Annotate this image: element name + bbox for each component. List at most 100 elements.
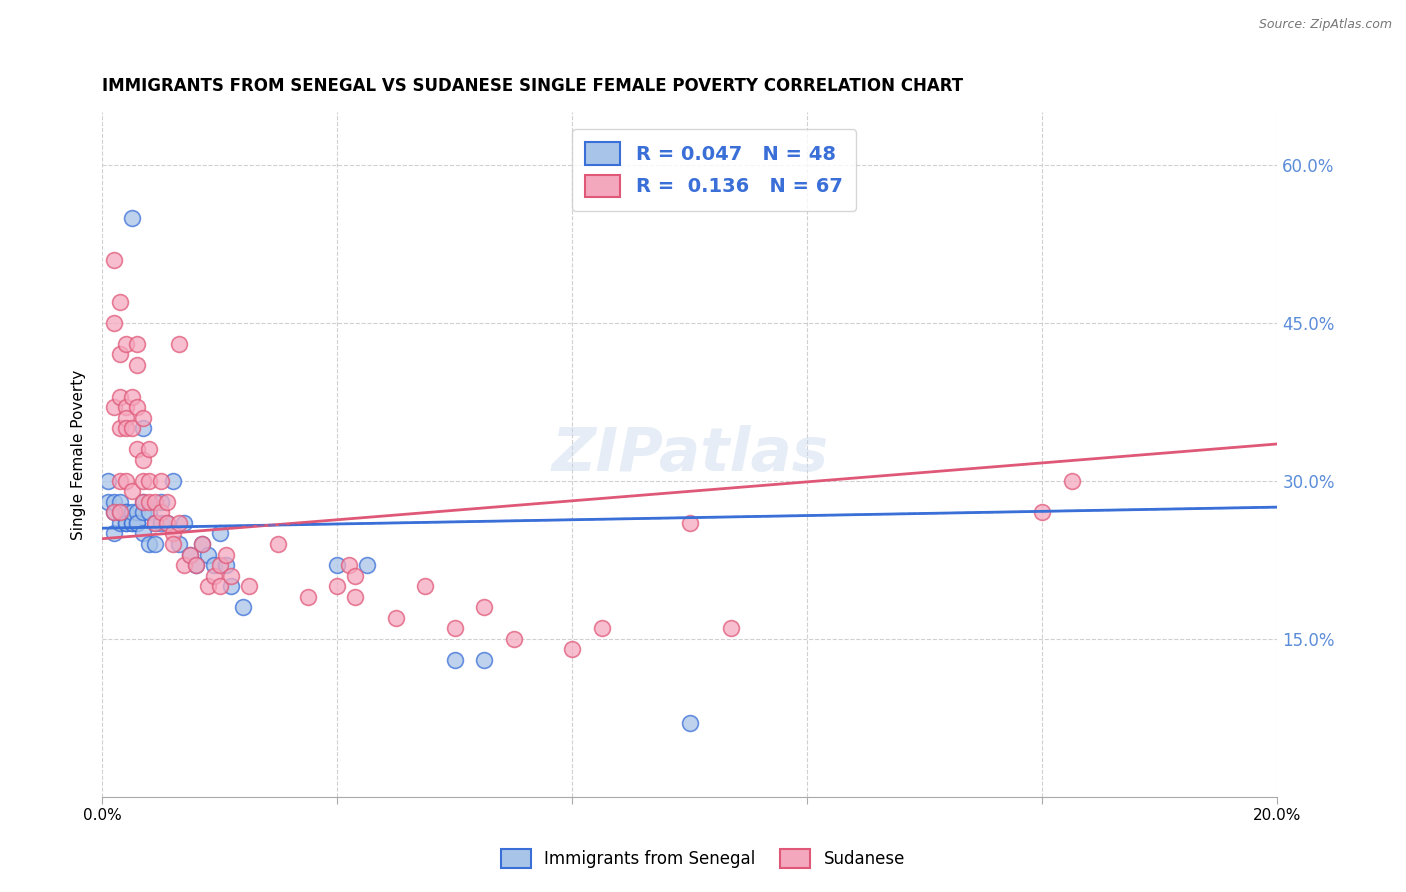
- Point: [343, 590, 366, 604]
- Point: [143, 516, 166, 530]
- Point: [679, 716, 702, 731]
- Point: [138, 495, 160, 509]
- Point: [167, 516, 190, 530]
- Point: [97, 474, 120, 488]
- Point: [121, 516, 143, 530]
- Point: [114, 505, 136, 519]
- Point: [143, 537, 166, 551]
- Point: [214, 548, 236, 562]
- Point: [108, 390, 131, 404]
- Text: ZIPatlas: ZIPatlas: [551, 425, 828, 484]
- Point: [121, 421, 143, 435]
- Point: [232, 600, 254, 615]
- Point: [114, 400, 136, 414]
- Point: [108, 421, 131, 435]
- Point: [214, 558, 236, 572]
- Point: [121, 484, 143, 499]
- Point: [97, 495, 120, 509]
- Point: [502, 632, 524, 646]
- Point: [114, 474, 136, 488]
- Y-axis label: Single Female Poverty: Single Female Poverty: [72, 369, 86, 540]
- Text: Source: ZipAtlas.com: Source: ZipAtlas.com: [1258, 18, 1392, 31]
- Point: [186, 558, 208, 572]
- Point: [162, 526, 184, 541]
- Point: [191, 537, 214, 551]
- Point: [121, 211, 143, 225]
- Point: [156, 516, 179, 530]
- Text: IMMIGRANTS FROM SENEGAL VS SUDANESE SINGLE FEMALE POVERTY CORRELATION CHART: IMMIGRANTS FROM SENEGAL VS SUDANESE SING…: [103, 78, 963, 95]
- Point: [127, 400, 149, 414]
- Point: [1060, 474, 1083, 488]
- Point: [103, 316, 125, 330]
- Point: [138, 537, 160, 551]
- Point: [267, 537, 290, 551]
- Point: [472, 600, 495, 615]
- Point: [149, 495, 172, 509]
- Point: [114, 410, 136, 425]
- Point: [443, 653, 465, 667]
- Point: [103, 505, 125, 519]
- Point: [108, 495, 131, 509]
- Point: [108, 505, 131, 519]
- Point: [132, 495, 155, 509]
- Point: [121, 516, 143, 530]
- Point: [208, 579, 231, 593]
- Point: [337, 558, 360, 572]
- Point: [132, 474, 155, 488]
- Point: [114, 421, 136, 435]
- Point: [127, 337, 149, 351]
- Point: [103, 495, 125, 509]
- Point: [1031, 505, 1053, 519]
- Point: [238, 579, 260, 593]
- Point: [132, 452, 155, 467]
- Point: [720, 621, 742, 635]
- Point: [162, 537, 184, 551]
- Point: [156, 495, 179, 509]
- Point: [221, 579, 243, 593]
- Point: [108, 347, 131, 361]
- Point: [167, 337, 190, 351]
- Point: [179, 548, 201, 562]
- Legend: Immigrants from Senegal, Sudanese: Immigrants from Senegal, Sudanese: [494, 842, 912, 875]
- Point: [385, 610, 408, 624]
- Point: [114, 505, 136, 519]
- Point: [103, 505, 125, 519]
- Point: [127, 442, 149, 457]
- Point: [138, 474, 160, 488]
- Point: [197, 548, 219, 562]
- Point: [114, 337, 136, 351]
- Point: [156, 516, 179, 530]
- Point: [127, 505, 149, 519]
- Point: [143, 495, 166, 509]
- Point: [121, 390, 143, 404]
- Point: [108, 505, 131, 519]
- Point: [127, 358, 149, 372]
- Point: [343, 568, 366, 582]
- Point: [179, 548, 201, 562]
- Point: [132, 410, 155, 425]
- Point: [132, 495, 155, 509]
- Point: [103, 252, 125, 267]
- Point: [103, 400, 125, 414]
- Point: [132, 505, 155, 519]
- Point: [472, 653, 495, 667]
- Point: [202, 558, 225, 572]
- Point: [108, 505, 131, 519]
- Point: [326, 579, 349, 593]
- Point: [208, 526, 231, 541]
- Point: [132, 421, 155, 435]
- Point: [108, 474, 131, 488]
- Point: [186, 558, 208, 572]
- Point: [162, 474, 184, 488]
- Point: [149, 474, 172, 488]
- Point: [443, 621, 465, 635]
- Point: [127, 516, 149, 530]
- Point: [415, 579, 437, 593]
- Point: [297, 590, 319, 604]
- Point: [114, 516, 136, 530]
- Point: [143, 516, 166, 530]
- Point: [326, 558, 349, 572]
- Point: [138, 442, 160, 457]
- Point: [149, 516, 172, 530]
- Point: [173, 516, 195, 530]
